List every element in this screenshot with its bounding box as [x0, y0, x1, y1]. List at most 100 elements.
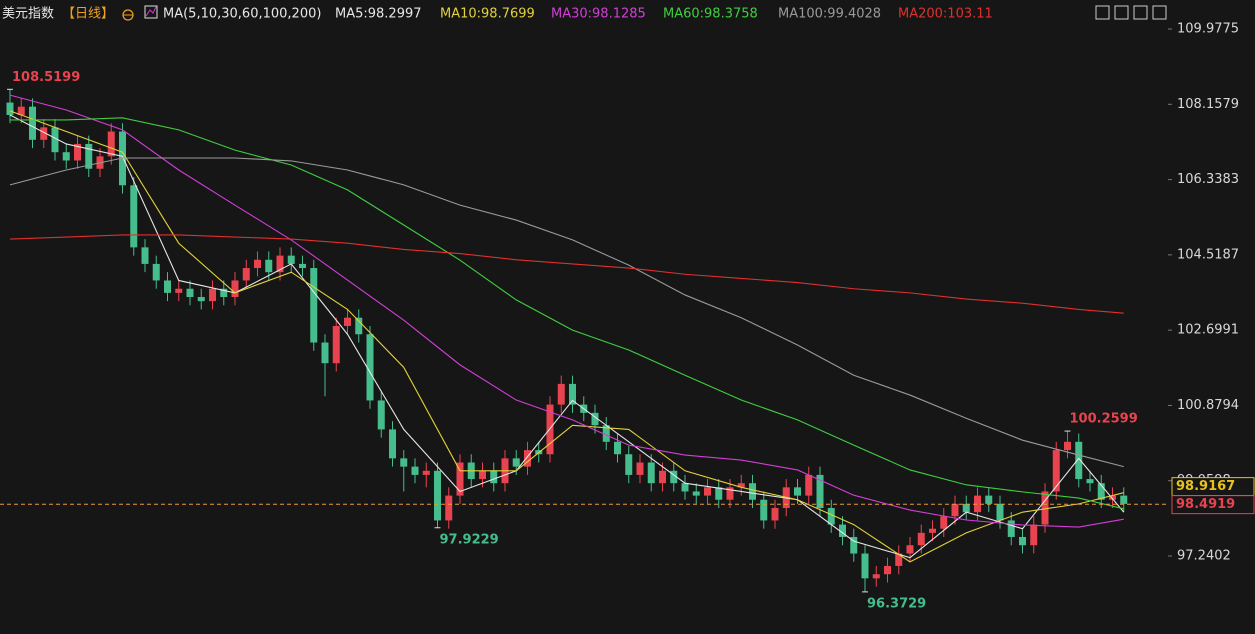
candle-body [141, 247, 149, 264]
y-tick-label: 102.6991 [1177, 323, 1239, 338]
candle-body [276, 255, 284, 273]
candle-body [434, 470, 441, 521]
ma-line [9, 114, 1125, 559]
candle-body [164, 280, 171, 293]
candle-body [557, 383, 565, 405]
candle-body [704, 487, 711, 496]
indicator-icon-line [145, 6, 157, 17]
high-label: 108.5199 [12, 70, 80, 85]
y-tick-label: 108.1579 [1177, 97, 1239, 112]
legend-entry: MA60:98.3758 [663, 7, 758, 22]
toolbar-button[interactable] [1133, 5, 1148, 20]
candle-body [456, 462, 464, 496]
ma-line [9, 157, 1124, 468]
legend-entry: MA200:103.11 [898, 7, 993, 22]
ma-label: MA(5,10,30,60,100,200) [163, 7, 321, 22]
candle-body [715, 487, 723, 500]
candle-body [625, 454, 633, 475]
candle-body [895, 553, 903, 566]
candle-body [175, 288, 183, 293]
candle-body [827, 508, 835, 525]
candle-body [287, 255, 295, 264]
price-tag-label: 98.9167 [1176, 479, 1235, 494]
candle-body [805, 474, 813, 496]
candle-body [265, 259, 273, 273]
candle-body [445, 495, 453, 521]
candle-body [670, 470, 678, 484]
candle-body [726, 487, 734, 500]
toolbar-button[interactable] [1114, 5, 1129, 20]
candle-body [524, 450, 531, 467]
candle-body [1030, 524, 1038, 546]
candle-body [614, 441, 621, 455]
y-tick-label: 100.8794 [1177, 398, 1239, 413]
candle-body [389, 429, 396, 459]
candle-body [1064, 441, 1071, 451]
candle-body [186, 288, 194, 298]
candle-body [1075, 441, 1083, 480]
candle-body [794, 487, 801, 496]
candle-body [906, 545, 914, 554]
candle-body [6, 102, 14, 115]
candle-body [17, 106, 25, 115]
legend-entry: MA5:98.2997 [335, 7, 422, 22]
candle-body [771, 508, 779, 521]
candle-body [636, 462, 644, 475]
candle-body [220, 288, 228, 298]
candle-body [917, 532, 925, 546]
candle-body [839, 524, 846, 537]
candle-body [254, 259, 261, 269]
candle-body [951, 503, 959, 517]
candle-body [512, 458, 520, 467]
y-tick-label: 104.5187 [1177, 247, 1239, 262]
candle-body [62, 152, 70, 161]
candle-body [692, 491, 700, 496]
candle-body [929, 528, 936, 533]
legend-entry: MA30:98.1285 [551, 7, 646, 22]
candle-body [962, 503, 970, 513]
high-label: 100.2599 [1070, 412, 1138, 427]
candle-body [411, 466, 419, 475]
candle-body [400, 458, 408, 467]
candle-body [130, 185, 138, 248]
candle-body [231, 280, 239, 298]
candle-body [366, 334, 374, 401]
period-label[interactable]: 【日线】 [62, 7, 114, 22]
legend-entry: MA10:98.7699 [440, 7, 535, 22]
candle-body [850, 536, 858, 554]
candle-body [74, 143, 81, 161]
candle-body [1019, 536, 1026, 546]
settings-icon[interactable] [122, 9, 134, 21]
ma-line [9, 110, 1124, 563]
candle-body [355, 317, 363, 335]
candle-body [974, 495, 981, 513]
ma-line [10, 117, 1124, 510]
candle-body [377, 400, 385, 430]
candle-body [1109, 495, 1116, 500]
candle-body [85, 143, 93, 169]
toolbar-button[interactable] [1095, 5, 1110, 20]
candle-body [940, 516, 948, 529]
candle-body [490, 470, 498, 484]
candle-body [1120, 495, 1128, 504]
candle-body [107, 131, 115, 157]
candle-body [760, 499, 768, 521]
low-label: 97.9229 [440, 532, 499, 547]
candle-body [816, 474, 824, 509]
legend-entry: MA100:99.4028 [778, 7, 881, 22]
y-tick-label: 97.2402 [1177, 549, 1231, 564]
candle-body [299, 263, 306, 269]
candle-body [332, 325, 340, 364]
chart-title: 美元指数 [2, 7, 54, 22]
candle-body [569, 383, 576, 405]
candle-body [422, 470, 430, 475]
candle-body [1007, 520, 1015, 537]
candle-body [985, 495, 993, 504]
indicator-icon[interactable] [144, 5, 158, 19]
candle-body [310, 268, 318, 343]
candle-body [344, 317, 351, 326]
candle-body [51, 127, 59, 153]
toolbar-button[interactable] [1152, 5, 1167, 20]
